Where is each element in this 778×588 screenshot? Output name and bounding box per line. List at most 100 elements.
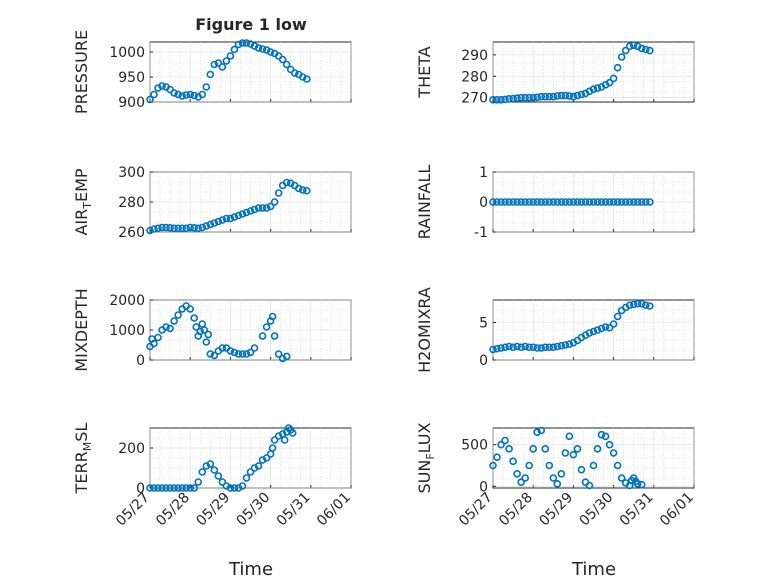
data-point	[246, 207, 255, 215]
data-point	[290, 69, 299, 77]
data-point	[565, 198, 574, 206]
data-point	[617, 53, 626, 61]
y-label-main: THETA	[415, 46, 434, 98]
data-point	[258, 45, 267, 53]
y-tick-label: 300	[118, 165, 145, 181]
data-point	[601, 432, 610, 441]
data-point	[178, 92, 186, 100]
data-point	[549, 92, 558, 101]
data-point	[545, 92, 554, 101]
data-point	[645, 46, 654, 55]
y-axis-label: MIXDEPTH	[72, 288, 91, 371]
data-point	[274, 350, 283, 358]
x-tick-label: 05/30	[577, 490, 617, 530]
data-point	[541, 92, 550, 101]
data-point	[605, 323, 614, 332]
data-point	[637, 299, 646, 308]
data-point	[190, 484, 199, 492]
data-point	[214, 59, 223, 67]
data-point	[589, 85, 598, 93]
data-point	[533, 198, 542, 206]
data-point	[268, 444, 277, 452]
data-point	[501, 198, 509, 206]
data-point	[166, 324, 174, 333]
data-point	[597, 430, 606, 439]
subplot-3: 260 280 300 AIRTEMP	[72, 165, 352, 241]
y-axis-label: PRESSURE	[72, 30, 91, 114]
data-point	[198, 468, 207, 476]
x-tick-label: 05/29	[193, 490, 233, 530]
data-point	[629, 300, 638, 309]
data-point	[218, 478, 227, 486]
x-axis-label-right: Time	[571, 559, 616, 580]
data-point	[609, 320, 618, 328]
data-point	[288, 429, 297, 437]
data-point	[513, 198, 521, 206]
data-point	[198, 223, 207, 232]
data-point	[206, 350, 215, 358]
data-point	[593, 445, 602, 453]
data-point	[501, 95, 509, 104]
data-point	[589, 198, 598, 206]
data-point	[268, 312, 277, 321]
data-point	[192, 323, 201, 331]
data-point	[158, 484, 166, 492]
data-point	[170, 484, 178, 492]
data-point	[270, 198, 279, 206]
data-point	[242, 208, 251, 217]
data-point	[238, 210, 247, 218]
data-point	[617, 198, 626, 206]
data-point	[561, 449, 570, 457]
y-label-main: H2OMIXRA	[415, 287, 434, 373]
data-point	[270, 332, 279, 340]
data-point	[234, 40, 243, 49]
data-point	[545, 198, 554, 206]
data-point	[222, 57, 231, 65]
data-point	[186, 90, 194, 99]
y-label-subscript: F	[424, 453, 437, 459]
data-point	[625, 42, 634, 51]
data-point	[593, 198, 602, 206]
data-point	[609, 74, 618, 83]
data-point	[489, 198, 497, 206]
data-point	[150, 484, 158, 492]
data-point	[581, 198, 590, 206]
data-point	[230, 213, 239, 221]
data-point	[605, 78, 614, 87]
data-point	[174, 90, 182, 99]
data-point	[250, 464, 259, 472]
x-tick-label: 05/28	[153, 490, 193, 530]
data-point	[190, 314, 199, 322]
data-point	[146, 226, 154, 235]
x-tick-label: 05/30	[234, 490, 274, 530]
data-point	[533, 428, 542, 436]
y-tick-label: 200	[118, 441, 145, 457]
data-point	[226, 214, 235, 223]
data-point	[557, 470, 566, 478]
data-point	[533, 344, 542, 352]
data-point	[198, 90, 207, 99]
data-point	[250, 344, 259, 352]
data-point	[645, 302, 654, 310]
data-point	[561, 91, 570, 100]
data-point	[194, 224, 203, 233]
data-point	[509, 457, 517, 466]
data-point	[222, 482, 231, 490]
x-tick-label: 05/27	[456, 490, 496, 530]
data-point	[521, 93, 529, 102]
data-point	[513, 342, 521, 351]
data-point	[593, 84, 602, 92]
data-point	[561, 341, 570, 349]
data-point	[529, 343, 538, 352]
data-point	[565, 92, 574, 100]
data-point	[577, 90, 586, 99]
data-point	[196, 327, 205, 336]
y-axis-label: H2OMIXRA	[415, 287, 434, 373]
data-point	[509, 198, 517, 206]
data-point	[573, 91, 582, 100]
y-tick-label: 0	[479, 195, 488, 211]
data-point	[254, 204, 263, 212]
data-point	[170, 89, 178, 97]
data-point	[178, 484, 186, 492]
data-point	[214, 472, 223, 480]
